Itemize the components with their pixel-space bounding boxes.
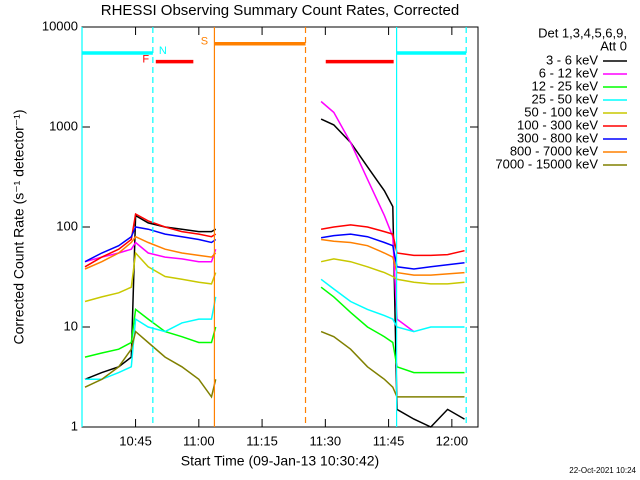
legend-label: 800 - 7000 keV [510, 143, 599, 158]
y-axis-label: Corrected Count Rate (s⁻¹ detector⁻¹) [11, 110, 27, 345]
x-tick-label: 10:45 [119, 433, 152, 448]
legend-label: 300 - 800 keV [517, 130, 598, 145]
x-tick-label: 12:00 [436, 433, 469, 448]
series-line [85, 278, 465, 381]
chart-title: RHESSI Observing Summary Count Rates, Co… [101, 2, 459, 19]
series-line [84, 286, 465, 374]
x-tick-label: 11:00 [183, 433, 215, 448]
x-tick-label: 11:30 [310, 433, 342, 448]
series-line [84, 251, 465, 303]
x-tick-label: 11:45 [373, 433, 405, 448]
series-line [84, 330, 465, 399]
legend-label: 6 - 12 keV [539, 65, 599, 80]
plot-area [84, 100, 465, 428]
legend-label: 100 - 300 keV [517, 117, 598, 132]
legend-label: 12 - 25 keV [532, 78, 599, 93]
legend-title: Att 0 [600, 38, 627, 53]
flag-label: F [142, 54, 149, 66]
legend-title: Det 1,3,4,5,6,9, [538, 25, 627, 40]
y-tick-label: 1 [71, 418, 78, 433]
footer: 22-Oct-2021 10:24 [569, 466, 636, 475]
y-tick-label: 100 [56, 218, 78, 233]
legend-label: 25 - 50 keV [532, 91, 599, 106]
flag-label: N [159, 45, 167, 57]
x-axis-label: Start Time (09-Jan-13 10:30:42) [181, 453, 379, 469]
y-tick-label: 10000 [42, 18, 78, 33]
y-tick-label: 10 [64, 318, 78, 333]
y-tick-label: 1000 [49, 118, 78, 133]
series-line [84, 212, 465, 268]
legend-label: 7000 - 15000 keV [495, 156, 598, 171]
series-line [84, 235, 465, 276]
flag-label: S [201, 36, 208, 48]
legend-label: 3 - 6 keV [546, 52, 598, 67]
series-line [84, 118, 465, 428]
x-tick-label: 11:15 [246, 433, 278, 448]
series-line [84, 226, 465, 270]
legend-label: 50 - 100 keV [524, 104, 598, 119]
